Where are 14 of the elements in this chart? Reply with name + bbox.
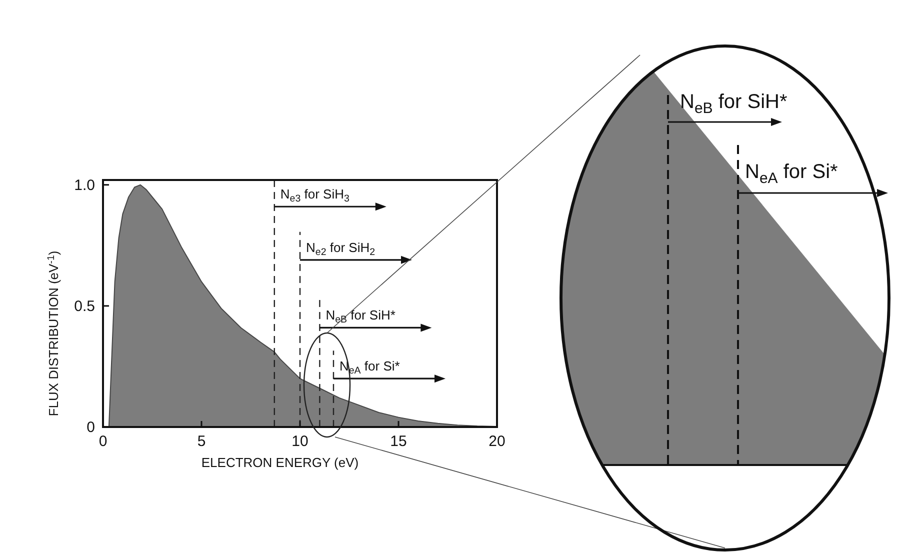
y-tick-label: 0 — [86, 419, 95, 436]
text: N$_{eB}$ for SiH* — [680, 91, 788, 116]
x-tick-label: 15 — [390, 433, 407, 450]
text: N$_{eA}$ for Si* — [745, 161, 838, 186]
x-tick-label: 5 — [197, 433, 206, 450]
x-tick-label: 10 — [292, 433, 308, 450]
annotation: N$_{e2}$ for SiH$_{2}$ — [306, 240, 376, 258]
x-axis-title: ELECTRON ENERGY (eV) — [201, 455, 359, 470]
x-tick-label: 20 — [488, 433, 506, 450]
x-tick-label: 0 — [98, 433, 108, 450]
annotation: N$_{eA}$ for Si* — [339, 358, 400, 377]
y-tick-label: 0.5 — [74, 298, 95, 315]
annotation: N$_{e3}$ for SiH$_{3}$ — [280, 186, 350, 205]
y-tick-label: 1.0 — [74, 176, 95, 194]
